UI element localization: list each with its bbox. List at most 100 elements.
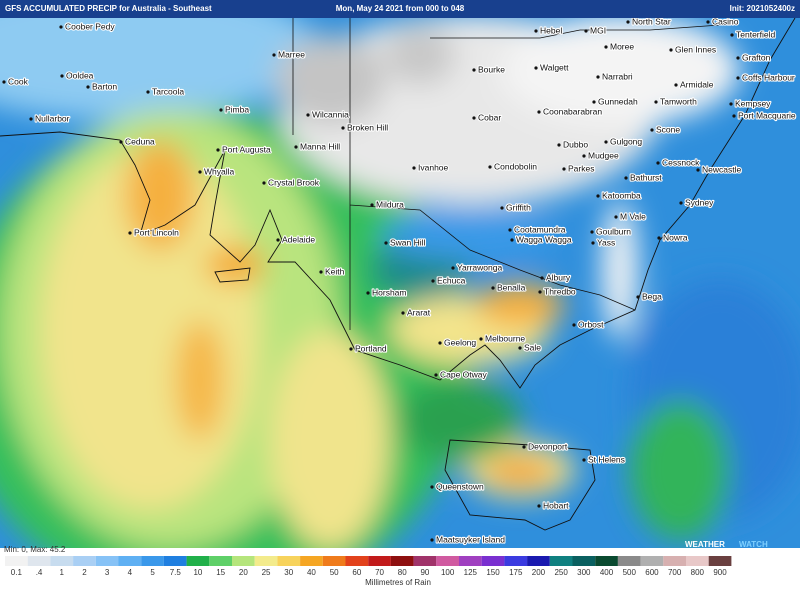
place-label-halo: Barton (92, 81, 117, 91)
place-label: Cook (8, 76, 29, 86)
place-label: Keith (325, 266, 345, 276)
place-label-halo: Cape Otway (440, 369, 488, 379)
place-label: Bourke (478, 64, 505, 74)
place-dot (584, 29, 588, 33)
place-label: Wilcannia (312, 109, 349, 119)
place-label-halo: Grafton (742, 52, 771, 62)
place-dot (60, 74, 64, 78)
place-label-halo: Orbost (578, 319, 604, 329)
place-label-halo: Cootamundra (514, 224, 566, 234)
place-label-halo: Tarcoola (152, 86, 184, 96)
place-label-halo: Broken Hill (347, 122, 388, 132)
place-label-halo: M Vale (620, 211, 646, 221)
place-label-halo: Dubbo (563, 139, 588, 149)
place-label-halo: Tamworth (660, 96, 697, 106)
legend-label: 250 (554, 568, 568, 577)
place-dot (562, 167, 566, 171)
legend-label: 500 (623, 568, 637, 577)
place-dot (472, 116, 476, 120)
place-label-halo: St Helens (588, 454, 625, 464)
legend-swatch (504, 556, 528, 566)
place-dot (272, 53, 276, 57)
place-label-halo: Nullarbor (35, 113, 70, 123)
place-dot (412, 166, 416, 170)
place-label-halo: Devonport (528, 441, 568, 451)
place-label-halo: Coober Pedy (65, 21, 115, 31)
place-dot (656, 161, 660, 165)
legend-label: 5 (150, 568, 155, 577)
place-label: Bathurst (630, 172, 662, 182)
place-label: Ararat (407, 307, 431, 317)
place-label: Walgett (540, 62, 569, 72)
legend-label: 1 (60, 568, 65, 577)
place-label: Thredbo (544, 286, 576, 296)
legend-swatch (640, 556, 664, 566)
legend-label: 150 (486, 568, 500, 577)
place-dot (438, 341, 442, 345)
legend-swatch (163, 556, 187, 566)
place-dot (488, 165, 492, 169)
place-dot (537, 504, 541, 508)
place-label: Dubbo (563, 139, 588, 149)
place-label-halo: Sale (524, 342, 541, 352)
place-dot (604, 45, 608, 49)
place-label-halo: Nowra (663, 232, 688, 242)
place-label: Pimba (225, 104, 249, 114)
place-dot (522, 445, 526, 449)
place-dot (736, 56, 740, 60)
legend-label: 25 (262, 568, 271, 577)
place-label: Benalla (497, 282, 526, 292)
place-dot (29, 117, 33, 121)
place-label: Maatsuyker Island (436, 534, 505, 544)
place-dot (306, 113, 310, 117)
place-label: Port Macquarie (738, 110, 796, 120)
place-label: Katoomba (602, 190, 641, 200)
header-date: Mon, May 24 2021 from 000 to 048 (336, 4, 465, 13)
place-dot (650, 128, 654, 132)
place-label-halo: Armidale (680, 79, 714, 89)
legend-label: 300 (577, 568, 591, 577)
place-label: Condobolin (494, 161, 537, 171)
place-label: Ceduna (125, 136, 155, 146)
place-dot (534, 29, 538, 33)
place-dot (732, 114, 736, 118)
place-label-halo: Condobolin (494, 161, 537, 171)
place-label: Hebel (540, 25, 562, 35)
place-dot (86, 85, 90, 89)
place-label-halo: Parkes (568, 163, 594, 173)
legend-swatch (663, 556, 686, 566)
place-label-halo: Glen Innes (675, 44, 716, 54)
place-label-halo: Albury (546, 272, 571, 282)
place-dot (624, 176, 628, 180)
place-label: Moree (610, 41, 634, 51)
place-dot (349, 347, 353, 351)
place-label-halo: Thredbo (544, 286, 576, 296)
place-label: Albury (546, 272, 571, 282)
place-label: MGI (590, 25, 606, 35)
place-label: Orbost (578, 319, 604, 329)
place-label: Bega (642, 291, 662, 301)
legend-label: 3 (105, 568, 110, 577)
place-label-halo: Hobart (543, 500, 569, 510)
place-dot (430, 485, 434, 489)
legend-swatch (254, 556, 278, 566)
place-dot (591, 241, 595, 245)
place-dot (626, 20, 630, 24)
place-dot (592, 100, 596, 104)
legend-label: 2 (82, 568, 87, 577)
place-dot (216, 148, 220, 152)
legend-label: 70 (375, 568, 384, 577)
place-label-halo: Yass (597, 237, 615, 247)
place-label: Yass (597, 237, 615, 247)
place-dot (582, 458, 586, 462)
place-label: Armidale (680, 79, 714, 89)
place-dot (518, 346, 522, 350)
logo-b: WATCH (739, 540, 768, 549)
legend-label: 600 (645, 568, 659, 577)
legend-swatch (73, 556, 96, 566)
legend-label: 0.1 (11, 568, 23, 577)
place-dot (319, 270, 323, 274)
